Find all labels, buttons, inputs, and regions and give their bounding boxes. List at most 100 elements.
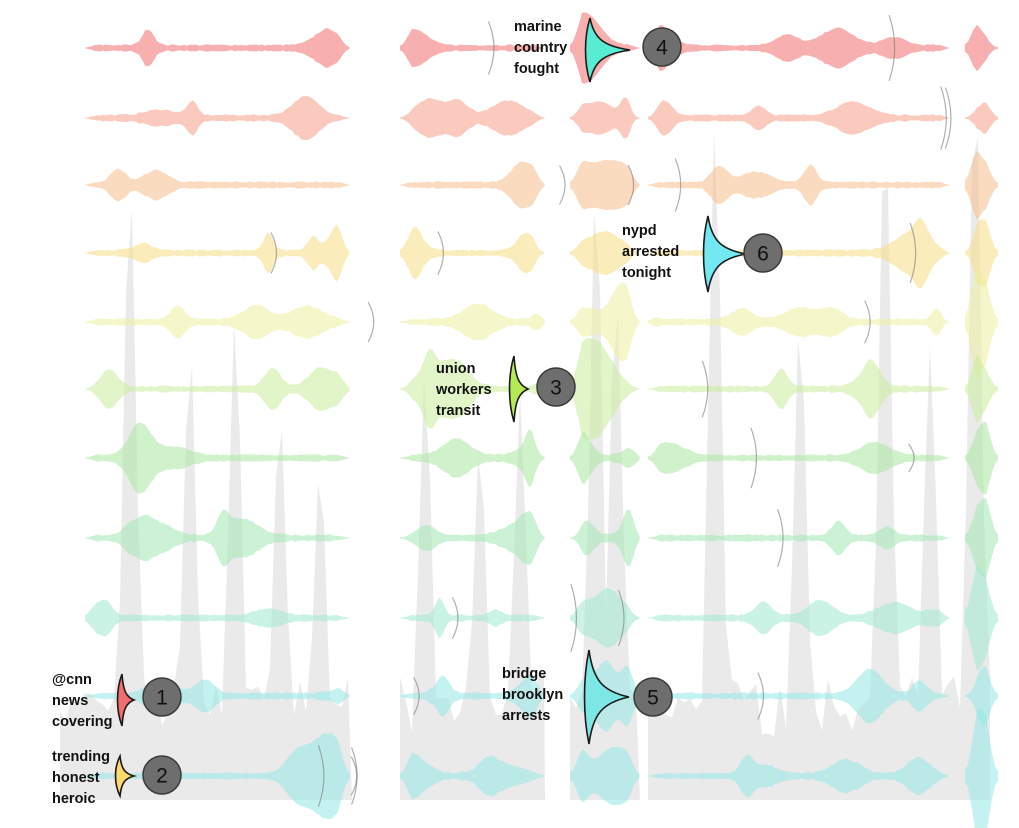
- event-keyword: fought: [514, 61, 559, 77]
- volume-area-1: [400, 378, 545, 800]
- event-keyword: workers: [435, 382, 492, 398]
- stream-segment: [648, 217, 950, 289]
- event-keyword: brooklyn: [502, 687, 563, 703]
- event-number-badge: [633, 677, 673, 717]
- topic-row-6: [85, 337, 998, 441]
- stream-segment: [648, 520, 950, 556]
- event-keyword: @cnn: [52, 672, 92, 688]
- stream-segment: [648, 100, 950, 136]
- event-keyword: trending: [52, 749, 110, 765]
- event-spike-outline: [570, 584, 578, 652]
- event-3: 3 union workers transit: [435, 355, 576, 423]
- event-spike-outline: [701, 360, 709, 418]
- stream-segment: [648, 668, 950, 724]
- stream-segment: [400, 161, 545, 209]
- event-keyword: arrested: [622, 244, 679, 260]
- stream-segment: [400, 226, 545, 280]
- stream-segment: [400, 597, 545, 639]
- event-keyword: honest: [52, 770, 100, 786]
- stream-segment: [85, 422, 350, 494]
- stream-segment: [400, 28, 545, 68]
- stream-segment: [570, 509, 640, 567]
- stream-segment: [85, 367, 350, 411]
- event-keyword: bridge: [502, 666, 546, 682]
- event-glyph: [584, 17, 631, 83]
- event-keyword: transit: [436, 403, 480, 419]
- event-spike-outline: [777, 509, 784, 567]
- event-number: 2: [156, 765, 168, 788]
- event-keyword: nypd: [622, 223, 657, 239]
- stream-segment: [400, 348, 545, 430]
- event-glyph: [116, 673, 137, 727]
- topic-row-5: [85, 264, 998, 380]
- event-spike-outline: [351, 747, 358, 805]
- stream-segment: [648, 754, 950, 798]
- stream-segment: [400, 752, 545, 800]
- stream-segment: [400, 510, 545, 566]
- event-keyword: marine: [514, 19, 562, 35]
- event-spike-outline: [487, 21, 495, 75]
- event-6: 6 nypd arrested tonight: [622, 215, 783, 293]
- event-glyph: [702, 215, 747, 293]
- stream-segment: [85, 168, 350, 202]
- stream-segment: [85, 224, 350, 282]
- topic-row-2: [85, 86, 998, 150]
- stream-segment: [965, 264, 998, 380]
- event-spike-outline: [940, 86, 947, 150]
- event-spike-outline: [413, 677, 420, 715]
- stream-segment: [570, 282, 640, 362]
- stream-segment: [965, 666, 998, 726]
- stream-segment: [965, 421, 998, 495]
- event-keyword: heroic: [52, 791, 96, 807]
- event-spike-outline: [757, 672, 765, 720]
- event-spike-outline: [944, 87, 952, 149]
- volume-area-2: [570, 212, 640, 801]
- volume-area-3: [648, 131, 990, 801]
- event-spike-outline: [674, 158, 682, 212]
- stream-segment: [648, 441, 950, 475]
- event-glyph: [114, 753, 138, 799]
- stream-segment: [570, 432, 640, 484]
- event-5: 5 bridge brooklyn arrests: [502, 649, 673, 745]
- stream-segment: [570, 588, 640, 648]
- stream-segment: [648, 164, 950, 206]
- stream-segment: [570, 337, 640, 441]
- event-number: 3: [550, 377, 562, 400]
- stream-segment: [965, 24, 998, 72]
- event-number: 4: [656, 37, 668, 60]
- event-spike-outline: [627, 164, 635, 206]
- stream-segment: [648, 358, 950, 420]
- stream-segment: [965, 102, 998, 134]
- topic-row-7: [85, 421, 998, 495]
- event-2: 2 trending honest heroic: [52, 749, 182, 807]
- stream-segment: [400, 98, 545, 138]
- event-keyword: arrests: [502, 708, 550, 724]
- stream-segment: [85, 304, 350, 340]
- stream-segment: [965, 565, 998, 671]
- event-number-badge: [536, 367, 576, 407]
- topic-row-9: [85, 565, 998, 671]
- stream-segment: [85, 28, 350, 68]
- stream-segment: [570, 230, 640, 276]
- event-spike-outline: [559, 165, 566, 205]
- event-number-badge: [743, 233, 783, 273]
- event-keyword: union: [436, 361, 475, 377]
- event-keyword: country: [514, 40, 567, 56]
- event-keyword: tonight: [622, 265, 671, 281]
- event-markers: 1 @cnn news covering 2 trending honest heroic 3 u…: [52, 17, 783, 807]
- stream-segment: [85, 732, 350, 820]
- event-keyword: covering: [52, 714, 112, 730]
- stream-segment: [965, 219, 998, 287]
- stream-segment: [400, 428, 545, 488]
- stream-segment: [570, 97, 640, 139]
- stream-segment: [965, 354, 998, 424]
- stream-segment: [965, 709, 998, 828]
- event-spike-outline: [864, 300, 871, 344]
- event-number-badge: [642, 27, 682, 67]
- event-4: 4 marine country fought: [514, 17, 682, 83]
- stream-segment: [648, 24, 950, 72]
- stream-segment: [400, 674, 545, 718]
- event-glyph: [583, 649, 630, 745]
- stream-segment: [85, 95, 350, 141]
